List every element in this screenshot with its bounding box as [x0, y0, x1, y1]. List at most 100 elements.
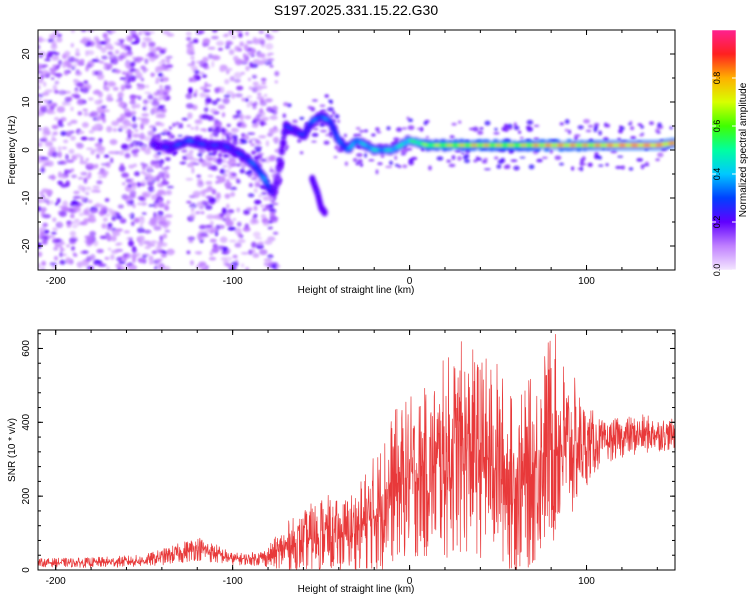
noise-speckle — [237, 232, 243, 238]
noise-speckle — [264, 239, 273, 245]
noise-speckle — [253, 81, 258, 87]
noise-speckle — [39, 191, 44, 195]
ridge-halo — [425, 135, 429, 139]
noise-speckle — [155, 245, 162, 253]
noise-speckle — [148, 41, 156, 47]
noise-speckle — [94, 70, 99, 76]
noise-speckle — [86, 63, 92, 69]
branch-core — [323, 210, 327, 215]
noise-speckle — [226, 217, 231, 223]
noise-speckle — [228, 49, 235, 55]
noise-speckle — [230, 127, 239, 133]
spectrogram-frame — [37, 29, 676, 271]
noise-speckle — [266, 106, 273, 113]
noise-speckle — [81, 122, 89, 128]
ridge-halo — [541, 156, 548, 159]
ridge-halo — [519, 156, 526, 159]
noise-speckle — [148, 100, 153, 104]
noise-speckle — [202, 74, 207, 78]
noise-speckle — [129, 30, 137, 36]
noise-speckle — [38, 78, 44, 84]
noise-speckle — [216, 157, 223, 165]
noise-speckle — [54, 202, 59, 206]
noise-speckle — [274, 70, 280, 77]
ridge-core — [349, 145, 353, 148]
colorbar: 0.0 0.2 0.4 0.6 0.8 Normalized spectral ampl… — [711, 29, 749, 276]
noise-speckle — [141, 120, 149, 126]
noise-speckle — [137, 227, 145, 234]
ridge-halo — [154, 159, 161, 165]
ridge-core — [257, 170, 261, 173]
ridge-mid — [279, 149, 285, 154]
noise-speckle — [193, 74, 198, 79]
noise-speckle — [251, 218, 258, 222]
noise-speckle — [189, 202, 198, 209]
noise-speckle — [94, 142, 103, 148]
ridge-halo — [619, 125, 623, 129]
noise-speckle — [120, 173, 129, 177]
noise-speckle — [46, 143, 54, 147]
noise-speckle — [51, 176, 57, 180]
noise-speckle — [154, 266, 158, 270]
ridge-halo — [389, 160, 393, 166]
noise-speckle — [211, 188, 217, 195]
noise-speckle — [45, 197, 50, 201]
noise-speckle — [60, 242, 66, 245]
noise-speckle — [205, 154, 211, 159]
noise-speckle — [83, 178, 88, 184]
noise-speckle — [108, 63, 113, 70]
ridge-halo — [402, 164, 408, 169]
ridge-halo — [364, 152, 368, 158]
noise-speckle — [81, 250, 89, 254]
ridge-halo — [270, 195, 274, 199]
noise-speckle — [63, 71, 69, 76]
noise-speckle — [60, 131, 67, 136]
noise-speckle — [235, 93, 243, 98]
noise-speckle — [249, 100, 253, 105]
noise-speckle — [186, 250, 191, 255]
noise-speckle — [166, 200, 171, 205]
noise-speckle — [52, 151, 59, 158]
noise-speckle — [139, 222, 143, 229]
noise-speckle — [262, 196, 270, 201]
noise-speckle — [251, 241, 257, 248]
noise-speckle — [272, 216, 279, 221]
noise-speckle — [255, 139, 261, 143]
noise-speckle — [209, 252, 214, 256]
ridge-halo — [603, 137, 609, 142]
noise-speckle — [222, 34, 229, 37]
noise-speckle — [203, 188, 211, 193]
noise-speckle — [162, 92, 168, 95]
noise-speckle — [225, 44, 231, 50]
noise-speckle — [65, 169, 72, 174]
noise-speckle — [164, 214, 173, 218]
noise-speckle — [151, 194, 158, 201]
noise-speckle — [105, 232, 110, 237]
noise-speckle — [265, 140, 270, 147]
noise-speckle — [108, 209, 116, 214]
noise-speckle — [229, 186, 237, 191]
noise-speckle — [267, 226, 274, 230]
y-tick-label: 400 — [21, 414, 32, 431]
noise-speckle — [38, 101, 41, 107]
ridge-halo — [594, 125, 599, 130]
ridge-halo — [405, 147, 413, 151]
noise-speckle — [110, 235, 117, 242]
snr-frame — [37, 329, 676, 571]
noise-speckle — [222, 97, 230, 105]
noise-speckle — [70, 119, 78, 124]
noise-speckle — [188, 239, 194, 244]
noise-speckle — [124, 152, 131, 159]
ridge-halo — [299, 116, 305, 120]
noise-speckle — [142, 106, 147, 111]
noise-speckle — [157, 259, 162, 263]
ridge-core — [275, 182, 279, 185]
noise-speckle — [190, 127, 195, 130]
noise-speckle — [59, 246, 64, 253]
noise-speckle — [261, 217, 269, 225]
noise-speckle — [260, 191, 268, 196]
noise-speckle — [198, 261, 207, 267]
noise-speckle — [162, 233, 168, 239]
noise-speckle — [190, 207, 195, 213]
noise-speckle — [125, 51, 133, 57]
